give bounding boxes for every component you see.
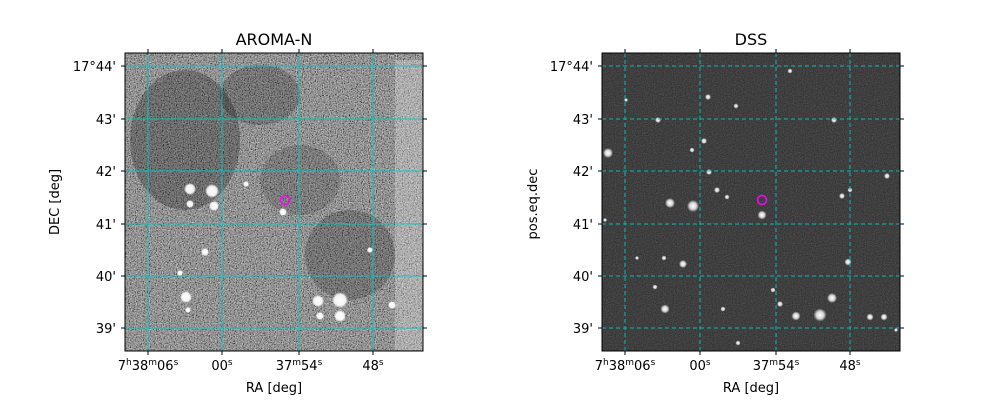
dec-tick-label: 43' <box>96 113 116 128</box>
point-sources <box>603 68 898 346</box>
ra-tick-label: 00s <box>211 358 233 374</box>
dec-tick-label: 43' <box>573 113 593 128</box>
dec-tick-labels: 17°44' 43' 42' 41' 40' 39' <box>550 60 593 337</box>
axes-frame <box>601 52 901 352</box>
ra-tick-label: 48s <box>362 358 384 374</box>
y-axis-label: DEC [deg] <box>48 169 63 235</box>
source-blobs <box>177 181 396 322</box>
dec-tick-label: 39' <box>573 322 593 337</box>
ra-tick-label: 37m54s <box>276 358 323 374</box>
dec-tick-label: 17°44' <box>73 60 116 75</box>
target-marker <box>279 194 291 206</box>
sky-image <box>602 53 900 351</box>
dec-tick-label: 41' <box>96 218 116 233</box>
dec-tick-label: 40' <box>573 270 593 285</box>
ra-tick-label: 7h38m06s <box>118 358 179 374</box>
dec-tick-label: 41' <box>573 218 593 233</box>
panel-aroma-n: AROMA-N <box>48 30 427 396</box>
panel-dss: DSS <box>526 30 904 396</box>
axis-ticks <box>598 49 904 355</box>
coordinate-grid <box>602 53 900 351</box>
dec-tick-label: 39' <box>96 322 116 337</box>
y-axis-label: pos.eq.dec <box>526 169 541 240</box>
dec-tick-label: 40' <box>96 270 116 285</box>
dec-tick-label: 17°44' <box>550 60 593 75</box>
ra-tick-labels: 7h38m06s 00s 37m54s 48s <box>595 358 861 374</box>
axes-frame <box>124 52 424 352</box>
dec-tick-label: 42' <box>96 165 116 180</box>
x-axis-label: RA [deg] <box>723 381 779 396</box>
x-axis-label: RA [deg] <box>246 381 302 396</box>
ra-tick-label: 37m54s <box>753 358 800 374</box>
dec-tick-labels: 17°44' 43' 42' 41' 40' 39' <box>73 60 116 337</box>
target-marker <box>756 194 768 206</box>
ra-tick-labels: 7h38m06s 00s 37m54s 48s <box>118 358 384 374</box>
axis-ticks <box>121 49 427 355</box>
panel-title: AROMA-N <box>236 30 313 49</box>
ra-tick-label: 00s <box>689 358 711 374</box>
ra-tick-label: 48s <box>839 358 861 374</box>
coordinate-grid <box>125 53 423 351</box>
sky-image <box>125 53 423 351</box>
dec-tick-label: 42' <box>573 165 593 180</box>
ra-tick-label: 7h38m06s <box>595 358 656 374</box>
panel-title: DSS <box>735 30 768 49</box>
